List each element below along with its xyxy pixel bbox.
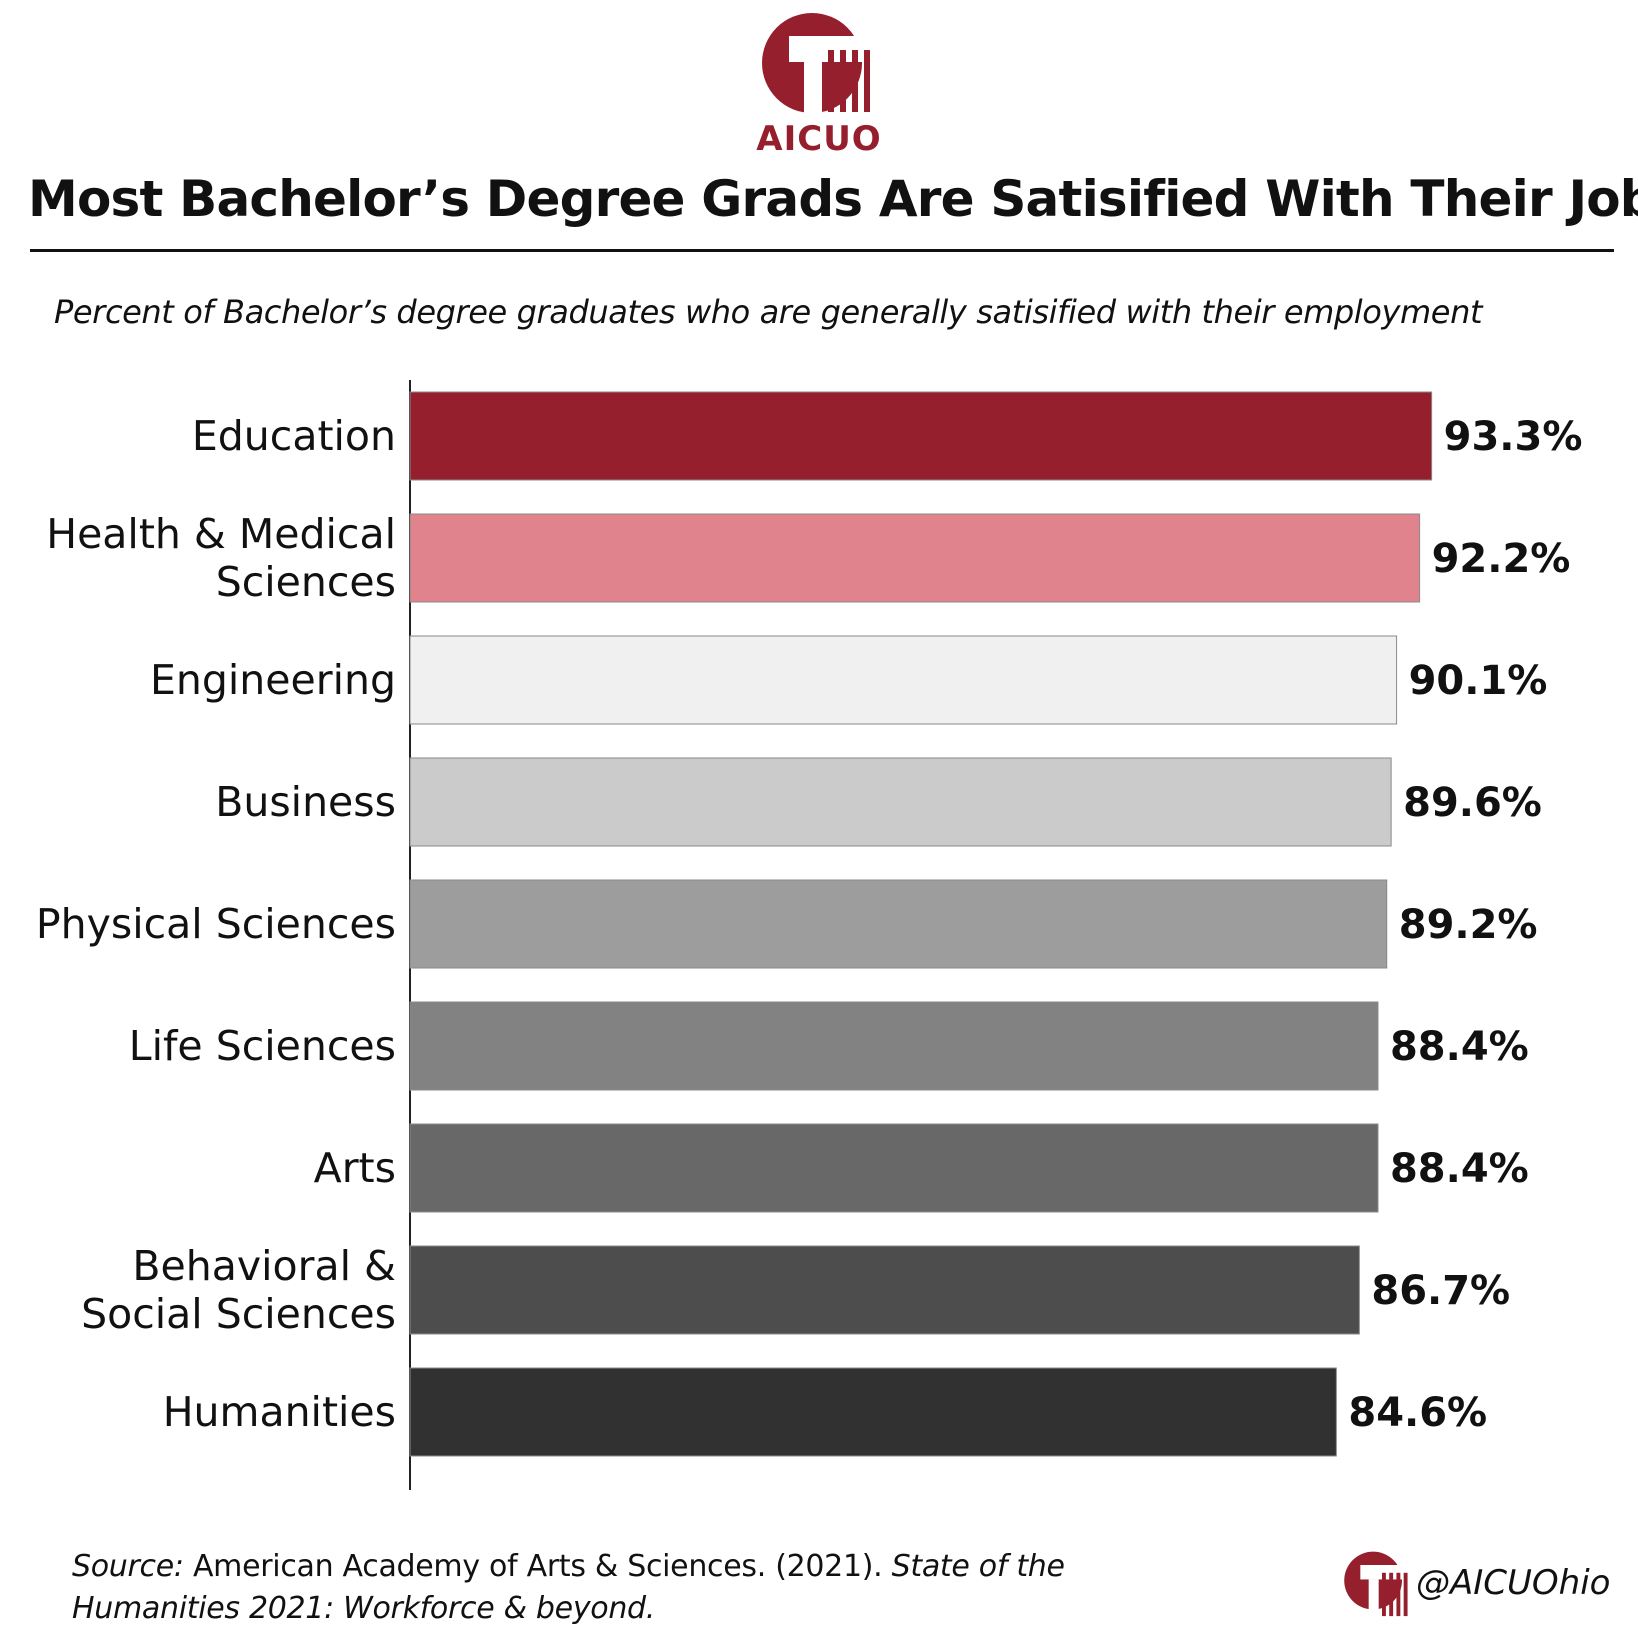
value-label: 88.4% (1390, 1024, 1529, 1070)
bar (409, 1367, 1337, 1457)
handle-text: @AICUOhio (1416, 1563, 1611, 1603)
source-body: American Academy of Arts & Sciences. (20… (183, 1549, 892, 1584)
category-label: Physical Sciences (36, 900, 396, 948)
value-label: 92.2% (1432, 536, 1571, 582)
logo-text: AICUO (756, 119, 882, 159)
bar (409, 1123, 1379, 1213)
category-label-line: Sciences (216, 558, 396, 606)
value-label: 86.7% (1371, 1268, 1510, 1314)
category-label-line: Social Sciences (81, 1290, 396, 1338)
category-label: Humanities (163, 1388, 396, 1436)
category-label-line: Health & Medical (46, 510, 396, 558)
category-label-line: Physical Sciences (36, 900, 396, 948)
bar (409, 1001, 1379, 1091)
category-label: Education (192, 412, 396, 460)
source-note: Source: American Academy of Arts & Scien… (72, 1546, 1072, 1630)
category-label-line: Behavioral & (132, 1242, 396, 1290)
bar (409, 757, 1392, 847)
category-label: Arts (314, 1144, 396, 1192)
source-label: Source: (72, 1549, 184, 1584)
bar (409, 879, 1388, 969)
source-title-a: State of the (891, 1549, 1065, 1584)
category-label-line: Humanities (163, 1388, 396, 1436)
title-divider (30, 249, 1614, 252)
chart-title: Most Bachelor’s Degree Grads Are Satisif… (28, 170, 1638, 228)
bar (409, 391, 1433, 481)
category-label: Life Sciences (129, 1022, 396, 1070)
bar (409, 513, 1421, 603)
category-label-line: Arts (314, 1144, 396, 1192)
bar (409, 635, 1398, 725)
source-title-b: Humanities 2021: Workforce & beyond. (72, 1591, 656, 1626)
value-label: 84.6% (1348, 1390, 1487, 1436)
value-label: 88.4% (1390, 1146, 1529, 1192)
value-label: 90.1% (1409, 658, 1548, 704)
category-label-line: Life Sciences (129, 1022, 396, 1070)
column-logo-small-icon (1344, 1551, 1410, 1617)
category-label: Behavioral & Social Sciences (81, 1242, 396, 1338)
category-label: Health & Medical Sciences (46, 510, 396, 606)
category-label-line: Engineering (150, 656, 396, 704)
value-label: 89.2% (1399, 902, 1538, 948)
category-label: Engineering (150, 656, 396, 704)
social-handle: @AICUOhio (1342, 1545, 1632, 1625)
bar-chart: Education 93.3% Health & Medical Sciences 92… (36, 380, 1583, 1490)
value-label: 93.3% (1444, 414, 1583, 460)
bar (409, 1245, 1360, 1335)
value-label: 89.6% (1403, 780, 1542, 826)
chart-subtitle: Percent of Bachelor’s degree graduates w… (54, 293, 1483, 331)
aicuo-logo: AICUO (756, 6, 882, 166)
category-label-line: Business (215, 778, 396, 826)
category-label-line: Education (192, 412, 396, 460)
category-label: Business (215, 778, 396, 826)
column-logo-icon (762, 13, 877, 118)
